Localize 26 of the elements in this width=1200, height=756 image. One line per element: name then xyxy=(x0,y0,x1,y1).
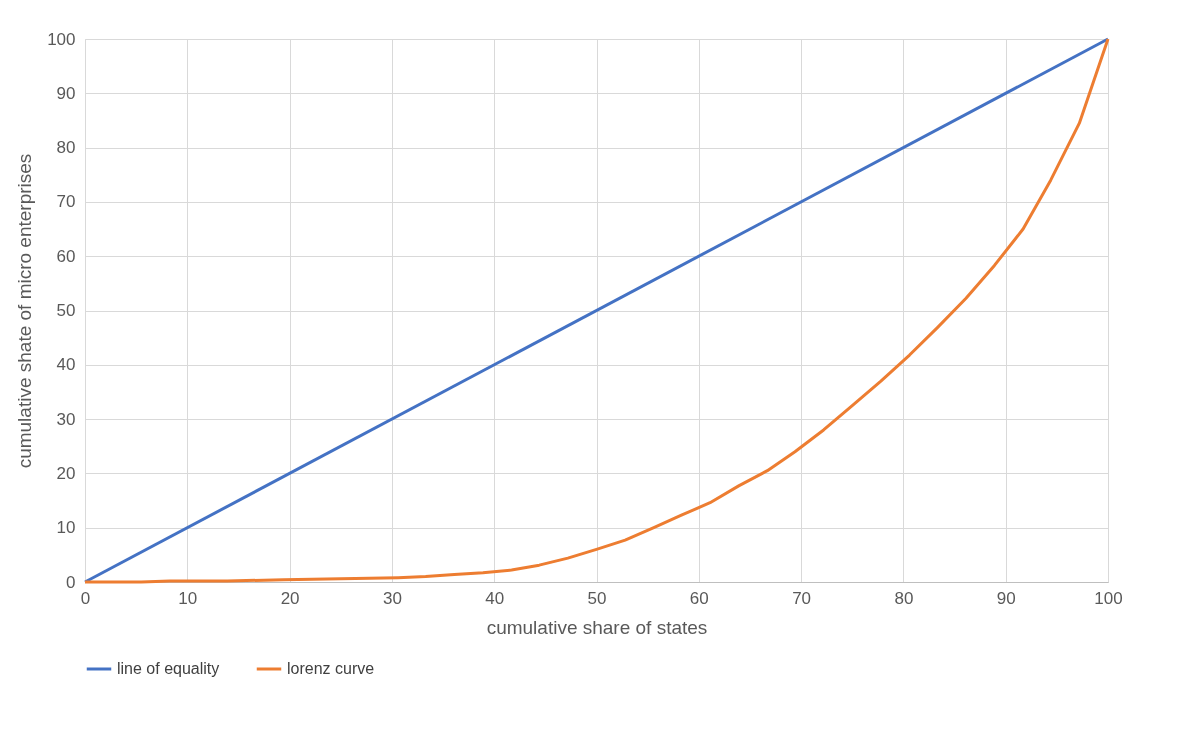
y-tick-label: 40 xyxy=(56,355,76,375)
legend-label: line of equality xyxy=(117,660,220,677)
x-tick-label: 70 xyxy=(792,588,812,608)
y-tick-label: 10 xyxy=(56,518,76,538)
x-tick-label: 20 xyxy=(280,588,300,608)
x-tick-label: 10 xyxy=(178,588,198,608)
y-tick-label: 20 xyxy=(56,463,76,483)
x-tick-label: 90 xyxy=(996,588,1016,608)
legend-label: lorenz curve xyxy=(287,660,375,677)
y-tick-label: 80 xyxy=(56,138,76,158)
x-tick-label: 0 xyxy=(80,588,91,608)
x-tick-label: 80 xyxy=(894,588,914,608)
x-tick-label: 50 xyxy=(587,588,607,608)
y-tick-label: 90 xyxy=(56,83,76,103)
y-tick-label: 70 xyxy=(56,192,76,212)
x-tick-label: 100 xyxy=(1094,588,1123,608)
y-tick-label: 0 xyxy=(66,572,76,592)
x-tick-label: 40 xyxy=(485,588,505,608)
y-tick-label: 100 xyxy=(47,29,76,49)
x-tick-label: 60 xyxy=(689,588,709,608)
x-axis-title: cumulative share of states xyxy=(486,616,708,638)
y-tick-label: 30 xyxy=(56,409,76,429)
y-tick-label: 50 xyxy=(56,301,76,320)
y-axis-title: cumulative shate of micro enterprises xyxy=(14,153,36,469)
y-tick-label: 60 xyxy=(56,246,76,266)
x-tick-label: 30 xyxy=(382,588,402,608)
